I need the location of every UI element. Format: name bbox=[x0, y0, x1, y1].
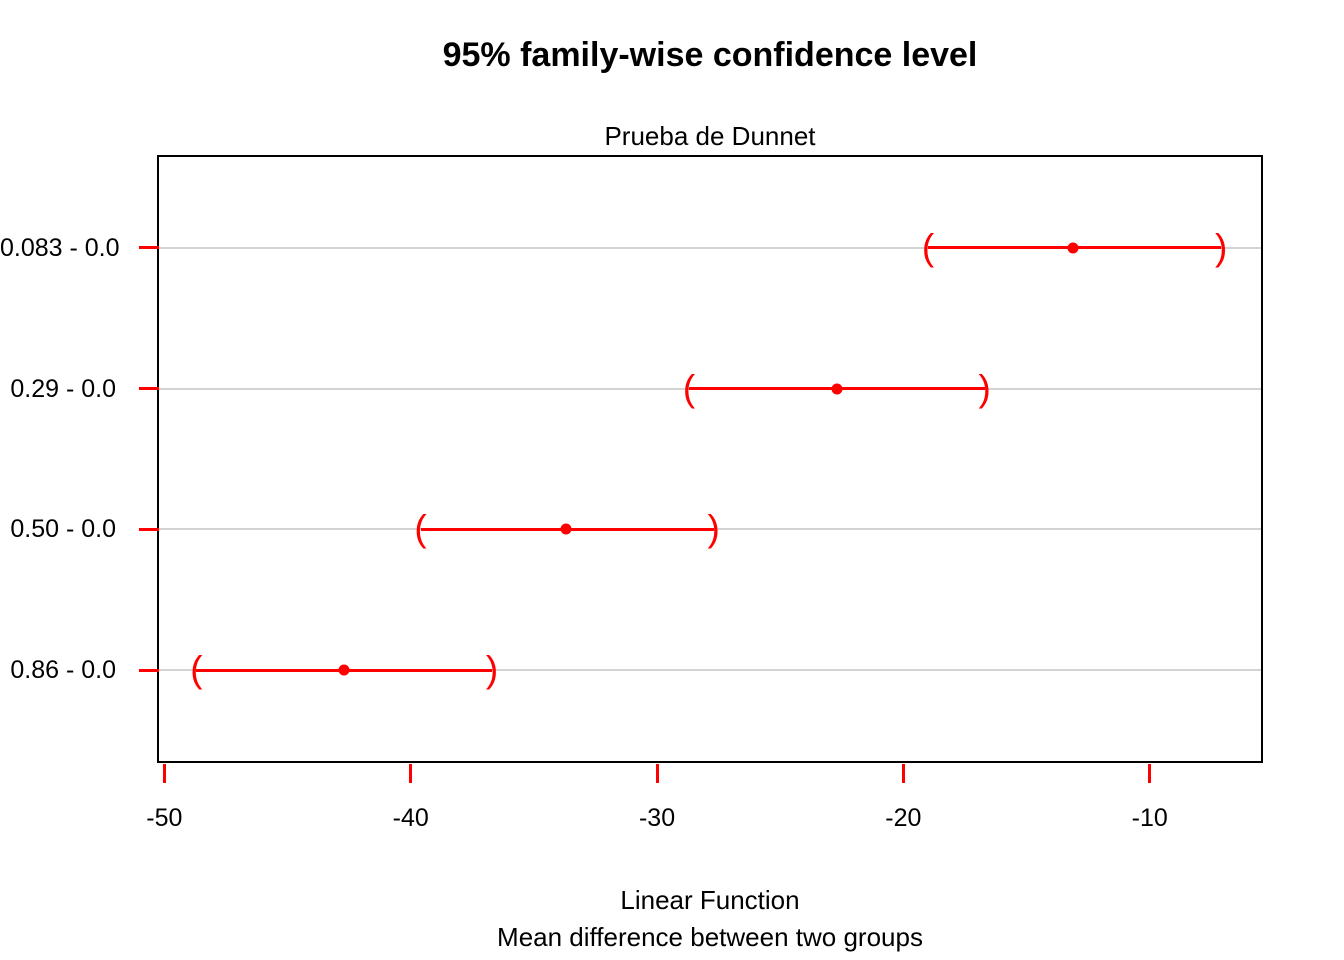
x-axis-tick bbox=[901, 764, 905, 783]
ci-upper-paren: ) bbox=[707, 508, 720, 550]
y-axis-tick bbox=[139, 246, 159, 250]
x-axis-tick bbox=[1148, 764, 1152, 783]
ci-lower-paren: ( bbox=[414, 508, 427, 550]
ci-estimate-dot bbox=[831, 383, 843, 395]
x-axis-tick-label: -40 bbox=[392, 804, 429, 832]
x-axis-tick bbox=[655, 764, 659, 783]
ci-upper-paren: ) bbox=[1214, 226, 1228, 268]
ci-lower-paren: ( bbox=[921, 226, 935, 268]
x-axis-tick-label: -50 bbox=[146, 804, 183, 832]
gridline bbox=[157, 246, 1263, 249]
x-axis-label: Linear Function bbox=[620, 885, 800, 915]
y-axis-tick bbox=[139, 527, 159, 531]
ci-upper-paren: ) bbox=[978, 367, 991, 409]
chart-subtitle: Prueba de Dunnet bbox=[604, 121, 816, 151]
chart-title: 95% family-wise confidence level bbox=[442, 36, 978, 74]
ci-estimate-dot bbox=[560, 523, 572, 535]
x-axis-tick-label: -10 bbox=[1131, 804, 1168, 832]
ci-estimate-dot bbox=[1067, 242, 1079, 254]
y-axis-tick bbox=[139, 668, 159, 672]
y-axis-category-label: 0.50 - 0.0 bbox=[10, 515, 116, 544]
x-axis-tick-label: -30 bbox=[638, 804, 676, 832]
y-axis-category-label: 0.29 - 0.0 bbox=[10, 374, 116, 403]
y-axis-category-label: 0.86 - 0.0 bbox=[10, 656, 116, 685]
x-axis-tick bbox=[409, 764, 413, 783]
ci-lower-paren: ( bbox=[682, 367, 696, 409]
ci-upper-paren: ) bbox=[485, 648, 499, 690]
plot-area-border bbox=[157, 155, 1263, 763]
y-axis-tick bbox=[139, 387, 159, 391]
ci-lower-paren: ( bbox=[190, 648, 203, 690]
y-axis-category-label: 0.083 - 0.0 bbox=[0, 233, 120, 262]
x-axis-tick-label: -20 bbox=[885, 804, 922, 832]
ci-estimate-dot bbox=[338, 664, 350, 676]
x-axis-tick bbox=[162, 764, 166, 783]
gridline bbox=[157, 669, 1263, 672]
x-axis-sublabel: Mean difference between two groups bbox=[497, 922, 923, 952]
